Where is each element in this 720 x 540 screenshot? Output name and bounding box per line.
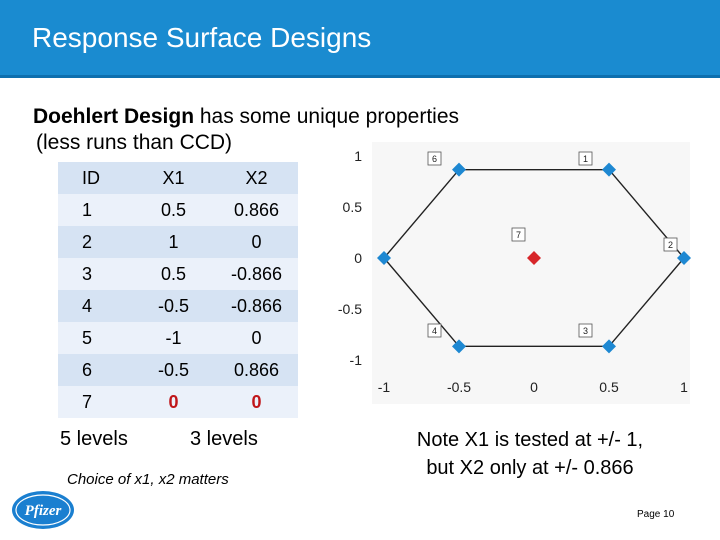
- point-label: 6: [427, 151, 442, 166]
- table-row: 6 -0.5 0.866: [58, 354, 298, 386]
- table-header-row: ID X1 X2: [58, 162, 298, 194]
- table-cell: 2: [58, 226, 132, 258]
- design-point-marker: [602, 339, 616, 354]
- table-cell: 0.866: [215, 194, 298, 226]
- intro-line-1: Doehlert Design has some unique properti…: [33, 104, 553, 130]
- point-label: 1: [578, 151, 593, 166]
- table-cell: 0: [215, 322, 298, 354]
- x1-levels: 5 levels: [60, 428, 128, 450]
- design-table: ID X1 X2 1 0.5 0.866 2 1 0 3 0.5 -0.866 4 -0.5 -0.866 5…: [58, 162, 298, 418]
- page-number: Page 10: [637, 509, 675, 520]
- design-point-marker: [452, 162, 466, 177]
- table-cell: 7: [58, 386, 132, 418]
- choice-note: Choice of x1, x2 matters: [67, 471, 229, 488]
- table-row: 3 0.5 -0.866: [58, 258, 298, 290]
- x-tick-label: 0.5: [599, 379, 619, 395]
- intro-text: Doehlert Design has some unique properti…: [33, 104, 553, 156]
- x-tick-label: -0.5: [447, 379, 471, 395]
- title-bar: Response Surface Designs: [0, 0, 720, 78]
- table-cell: -0.866: [215, 258, 298, 290]
- table-row: 1 0.5 0.866: [58, 194, 298, 226]
- intro-line-2: (less runs than CCD): [36, 131, 233, 154]
- x-tick-label: 0: [530, 379, 538, 395]
- table-cell: 0: [215, 386, 298, 418]
- y-tick-label: 1: [354, 148, 362, 164]
- y-tick-label: -1: [350, 352, 363, 368]
- design-point-marker: [677, 251, 691, 265]
- table-cell: 0.5: [132, 194, 215, 226]
- design-point-marker: [602, 162, 616, 177]
- table-cell: 4: [58, 290, 132, 322]
- doehlert-plot: 10.50-0.5-1-1-0.500.511234567: [332, 136, 702, 408]
- design-point-marker: [452, 339, 466, 354]
- y-tick-label: 0.5: [343, 199, 363, 215]
- point-label: 7: [511, 227, 526, 242]
- slide-title: Response Surface Designs: [32, 22, 372, 53]
- note-line-2: but X2 only at +/- 0.866: [426, 457, 634, 479]
- center-point-marker: [527, 251, 541, 265]
- pfizer-logo: Pfizer: [12, 491, 74, 529]
- note-line-1: Note X1 is tested at +/- 1,: [416, 429, 644, 451]
- point-label: 3: [578, 323, 593, 338]
- note-text: Note X1 is tested at +/- 1, but X2 only …: [380, 426, 680, 482]
- intro-rest: has some unique properties: [194, 105, 460, 128]
- table-header-cell: X2: [215, 162, 298, 194]
- table-row: 5 -1 0: [58, 322, 298, 354]
- logo-lettering: Pfizer: [25, 503, 62, 519]
- svg-text:1: 1: [583, 154, 588, 164]
- table-cell: -0.5: [132, 354, 215, 386]
- svg-text:7: 7: [516, 230, 521, 240]
- point-label: 4: [427, 323, 442, 338]
- point-label: 2: [663, 237, 678, 252]
- table-cell: 1: [132, 226, 215, 258]
- y-tick-label: -0.5: [338, 301, 362, 317]
- table-cell: -0.866: [215, 290, 298, 322]
- table-cell: 1: [58, 194, 132, 226]
- svg-text:6: 6: [432, 154, 437, 164]
- design-point-marker: [377, 251, 391, 265]
- table-cell: 0: [132, 386, 215, 418]
- table-cell: -0.5: [132, 290, 215, 322]
- x-tick-label: 1: [680, 379, 688, 395]
- table-cell: 0: [215, 226, 298, 258]
- table-cell: 0.866: [215, 354, 298, 386]
- table-cell: 0.5: [132, 258, 215, 290]
- table-header-cell: ID: [58, 162, 132, 194]
- table-cell: 3: [58, 258, 132, 290]
- y-tick-label: 0: [354, 250, 362, 266]
- x-tick-label: -1: [378, 379, 391, 395]
- table-row: 4 -0.5 -0.866: [58, 290, 298, 322]
- table-cell: 6: [58, 354, 132, 386]
- table-cell: 5: [58, 322, 132, 354]
- svg-text:4: 4: [432, 326, 437, 336]
- table-cell: -1: [132, 322, 215, 354]
- svg-text:3: 3: [583, 326, 588, 336]
- x2-levels: 3 levels: [190, 428, 258, 450]
- svg-text:2: 2: [668, 240, 673, 250]
- intro-bold: Doehlert Design: [33, 105, 195, 128]
- table-header-cell: X1: [132, 162, 215, 194]
